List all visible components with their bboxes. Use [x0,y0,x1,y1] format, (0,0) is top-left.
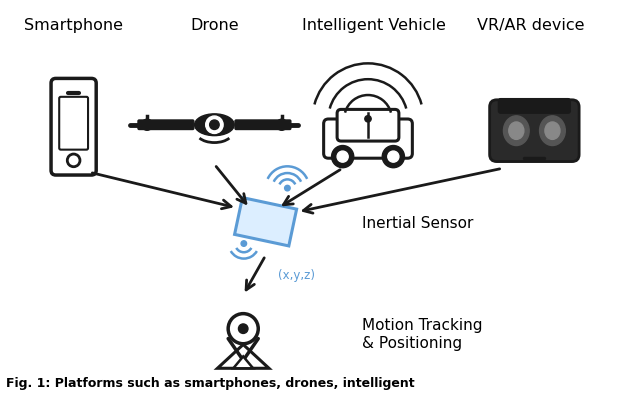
Circle shape [285,185,290,191]
Polygon shape [218,345,269,368]
Circle shape [141,119,152,130]
Polygon shape [234,356,253,368]
Ellipse shape [509,122,524,139]
Circle shape [332,145,354,168]
Circle shape [382,145,404,168]
Circle shape [276,119,287,130]
Circle shape [205,116,223,133]
Ellipse shape [504,116,529,145]
FancyBboxPatch shape [490,100,579,162]
Text: Fig. 1: Platforms such as smartphones, drones, intelligent: Fig. 1: Platforms such as smartphones, d… [6,377,415,390]
Text: Smartphone: Smartphone [24,18,123,33]
Ellipse shape [540,116,565,145]
Ellipse shape [545,122,560,139]
Circle shape [337,151,348,162]
FancyBboxPatch shape [324,119,412,158]
FancyBboxPatch shape [60,97,88,150]
FancyBboxPatch shape [337,109,399,141]
Text: VR/AR device: VR/AR device [477,18,585,33]
Text: Inertial Sensor: Inertial Sensor [362,216,473,231]
Circle shape [241,241,246,246]
Ellipse shape [195,114,234,135]
Polygon shape [235,198,296,246]
Text: Motion Tracking
& Positioning: Motion Tracking & Positioning [362,318,482,351]
Text: Intelligent Vehicle: Intelligent Vehicle [303,18,446,33]
FancyBboxPatch shape [235,120,291,129]
Circle shape [239,324,248,333]
FancyBboxPatch shape [138,120,194,129]
Text: Drone: Drone [190,18,239,33]
Circle shape [388,151,399,162]
Text: (x,y,z): (x,y,z) [278,269,316,282]
Circle shape [365,116,371,122]
FancyBboxPatch shape [499,99,570,113]
Circle shape [210,120,219,129]
FancyBboxPatch shape [51,78,96,175]
